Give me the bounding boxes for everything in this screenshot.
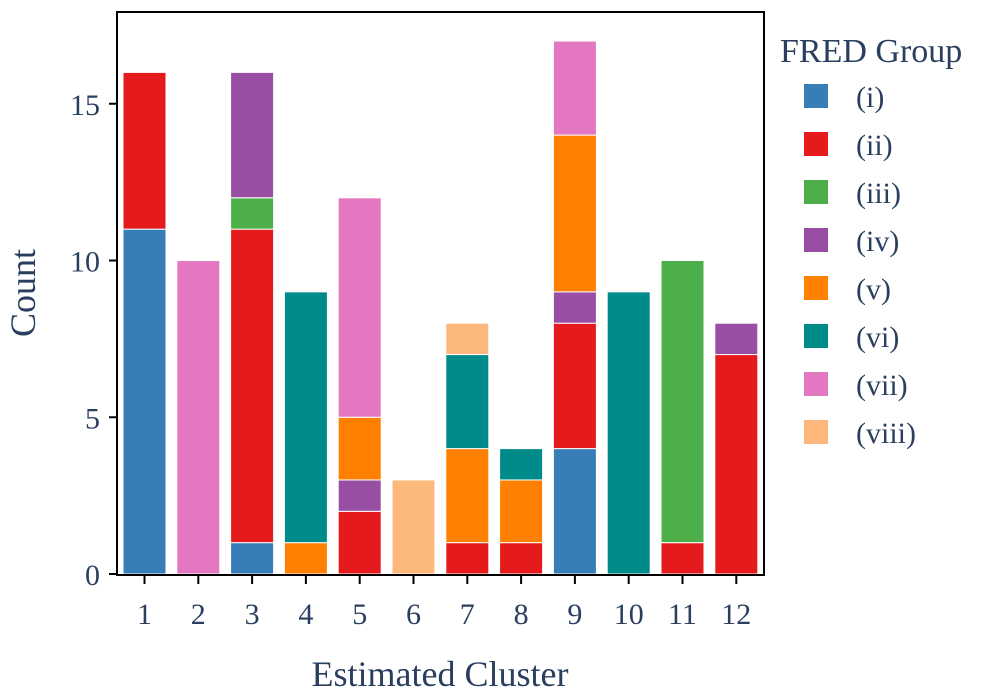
bar-segment <box>445 542 490 575</box>
bar-segment <box>445 354 490 450</box>
legend-swatch <box>804 420 828 444</box>
x-tick-label: 12 <box>721 598 751 631</box>
bar-segment <box>552 134 597 293</box>
bar-segment <box>445 322 490 356</box>
bar-segment <box>122 71 167 230</box>
bar-segment <box>283 291 328 544</box>
x-tick-label: 9 <box>567 598 582 631</box>
bar-segment <box>552 291 597 324</box>
x-tick-label: 2 <box>191 598 206 631</box>
legend: FRED Group (i) (ii) (iii) (iv) (v) (vi) (vii) (… <box>780 33 962 450</box>
bar-segment <box>122 228 167 575</box>
bar-segment <box>337 510 382 575</box>
bar-segment <box>552 322 597 450</box>
legend-item-label: (iii) <box>856 177 901 210</box>
bar-segment <box>714 354 759 575</box>
bar-segment <box>552 40 597 136</box>
bar-segment <box>230 228 275 544</box>
legend-swatch <box>804 84 828 108</box>
plot-frame <box>116 11 765 576</box>
bar-segment <box>337 479 382 512</box>
legend-item-label: (v) <box>856 273 891 306</box>
bar-segment <box>660 260 705 544</box>
bar-segment <box>445 448 490 544</box>
legend-swatch <box>804 276 828 300</box>
bar-segment <box>391 479 436 575</box>
y-tick-label: 10 <box>70 246 100 279</box>
bar-segment <box>176 260 221 575</box>
legend-item-label: (vii) <box>856 369 908 402</box>
x-tick-label: 8 <box>514 598 529 631</box>
bar-segment <box>337 197 382 418</box>
x-axis: 1 2 3 4 5 6 7 8 9 10 11 12 <box>137 575 751 631</box>
legend-item-label: (iv) <box>856 225 899 258</box>
x-tick-label: 5 <box>352 598 367 631</box>
legend-item-label: (i) <box>856 81 884 114</box>
bar-segment <box>230 542 275 575</box>
x-tick-label: 11 <box>668 598 697 631</box>
legend-swatch <box>804 132 828 156</box>
legend-swatch <box>804 228 828 252</box>
x-tick-label: 1 <box>137 598 152 631</box>
legend-swatch <box>804 180 828 204</box>
bar-segment <box>552 448 597 575</box>
bar-segment <box>283 542 328 575</box>
y-tick-label: 0 <box>85 559 100 592</box>
bar-segment <box>606 291 651 575</box>
y-tick-label: 5 <box>85 402 100 435</box>
bar-segment <box>337 416 382 481</box>
x-tick-label: 7 <box>460 598 475 631</box>
bar-segment <box>499 542 544 575</box>
legend-item-label: (ii) <box>856 129 893 162</box>
x-axis-title: Estimated Cluster <box>312 654 569 694</box>
legend-title: FRED Group <box>780 33 962 70</box>
x-tick-label: 3 <box>245 598 260 631</box>
bar-segment <box>499 479 544 544</box>
bar-segment <box>230 71 275 199</box>
y-axis-title: Count <box>3 249 43 337</box>
legend-swatch <box>804 324 828 348</box>
x-tick-label: 10 <box>614 598 644 631</box>
bar-segment <box>230 197 275 230</box>
bar-segment <box>714 322 759 356</box>
x-tick-label: 4 <box>298 598 313 631</box>
legend-item-label: (viii) <box>856 417 916 450</box>
y-tick-label: 15 <box>70 89 100 122</box>
legend-swatch <box>804 372 828 396</box>
bars-layer <box>122 40 759 575</box>
legend-item-label: (vi) <box>856 321 899 354</box>
y-axis: 0 5 10 15 <box>70 89 117 592</box>
bar-segment <box>499 448 544 481</box>
x-tick-label: 6 <box>406 598 421 631</box>
bar-segment <box>660 542 705 575</box>
